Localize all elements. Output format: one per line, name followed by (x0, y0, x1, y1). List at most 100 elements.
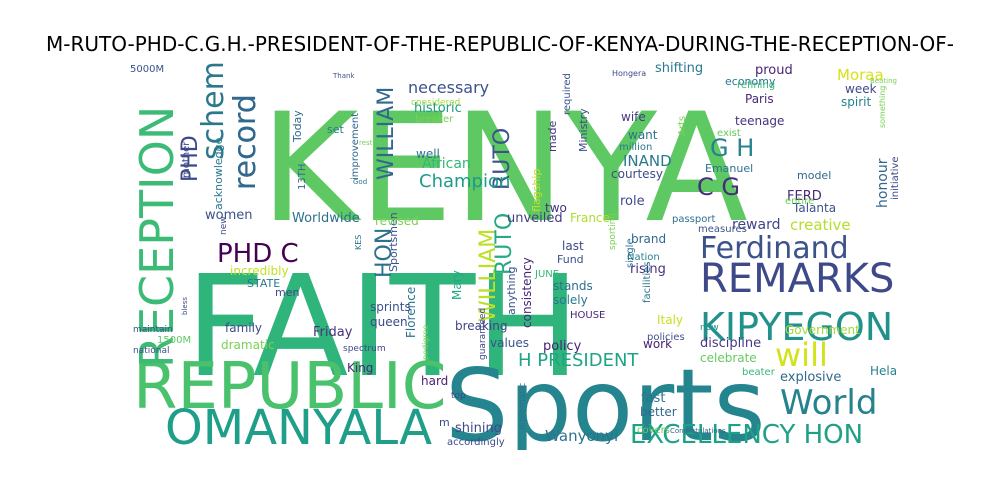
word-beater: beater (742, 367, 776, 378)
word-maintain: maintain (133, 325, 173, 335)
word-passport: passport (672, 214, 715, 225)
word-values: values (490, 336, 529, 350)
word-top: top (451, 391, 466, 401)
word-c-g: C G (697, 173, 740, 201)
word-phd: PHD (178, 135, 203, 182)
word-sprints: sprints (370, 300, 411, 314)
word-courtesy: courtesy (611, 167, 663, 181)
word-champion: Champion (419, 171, 510, 192)
word-diplomatic: diplomatic (518, 383, 528, 430)
word-5000m: 5000M (130, 64, 164, 75)
word-economy: economy (725, 75, 776, 88)
word-work: work (643, 337, 672, 351)
word-considered: considered (411, 98, 460, 108)
word-reception: RECEPTION (130, 106, 184, 368)
word-now: now (700, 323, 719, 333)
word-historic: historic (414, 101, 462, 116)
word-spectrum: spectrum (343, 344, 386, 354)
word-want: want (628, 128, 658, 142)
word-william: WILLIAM (476, 229, 501, 322)
word-policies: policies (647, 332, 685, 343)
word-flagship: flagship (530, 169, 543, 212)
word-better: better (640, 405, 677, 419)
word-exist: exist (717, 128, 741, 139)
word-faith: FAITH (185, 246, 581, 409)
word-worldwide: Worldwide (292, 211, 360, 226)
word-record: record (228, 94, 263, 190)
word-republic: REPUBLIC (133, 350, 446, 424)
word-mother: mother (181, 141, 192, 178)
word-creative: creative (790, 216, 851, 234)
word-role: role (620, 194, 645, 209)
word-reward: reward (732, 217, 781, 233)
word-today: Today (291, 110, 304, 143)
word-solely: solely (553, 293, 588, 307)
word-accordingly: accordingly (447, 437, 505, 448)
word-facilities: facilities (642, 261, 653, 303)
word-kipyegon: KIPYEGON (700, 305, 893, 349)
word-policy: policy (543, 339, 582, 354)
word-queen: queen (370, 315, 408, 329)
word-explosive: explosive (780, 370, 841, 385)
word-proud: proud (755, 63, 793, 78)
word-model: model (797, 169, 831, 182)
word-emanuel: Emanuel (705, 162, 753, 175)
word-thank: Thank (332, 72, 355, 80)
word-dramatic: dramatic (221, 338, 275, 352)
word-arts: Arts (677, 116, 688, 136)
word-beating: Beating (870, 77, 897, 85)
word-required: required (562, 73, 573, 115)
word-kes: KES (354, 235, 363, 250)
word-remarks: REMARKS (700, 256, 894, 302)
word-moraa: Moraa (837, 66, 884, 84)
word-unveiled: unveiled (507, 211, 563, 226)
word-hard: hard (421, 374, 448, 388)
word-william: WILLIAM (374, 87, 399, 180)
word-ministry: Ministry (577, 108, 590, 152)
word-hela: Hela (870, 364, 897, 378)
word-discipline: discipline (700, 336, 761, 351)
word-million: million (619, 142, 652, 153)
word-sporting: sporting (608, 213, 618, 250)
word-will: will (775, 336, 828, 374)
word-rest: rest (359, 139, 373, 147)
word-france: France (570, 211, 610, 225)
word-made: made (546, 121, 559, 152)
word-italy: Italy (657, 313, 683, 327)
word-entire: entire (785, 196, 814, 207)
word-anything: anything (505, 266, 518, 315)
word-stands: stands (553, 279, 593, 293)
word-inand: INAND (623, 152, 672, 170)
word-hongera: Hongera (612, 69, 646, 78)
word-fast: fast (641, 391, 665, 406)
word-h-president: H PRESIDENT (518, 350, 639, 371)
figure-title: M-RUTO-PHD-C.G.H.-PRESIDENT-OF-THE-REPUB… (45, 32, 955, 56)
word-ruto: RUTO (492, 213, 517, 275)
word-omanyala: OMANYALA (165, 400, 432, 450)
word-wanyonyi: Wanyonyi (545, 427, 618, 445)
word-revised: revised (375, 214, 419, 228)
word-celebrate: celebrate (700, 351, 757, 365)
word-shining: shining (455, 421, 502, 436)
word-refining: refining (737, 80, 775, 91)
word-house: HOUSE (570, 310, 605, 321)
word-women: women (205, 208, 253, 223)
word-talanta: Talanta (792, 201, 836, 215)
word-breaking: breaking (455, 319, 508, 333)
word-african: African (422, 156, 471, 172)
word-spirit: spirit (841, 95, 871, 109)
word-state: STATE (247, 277, 280, 290)
word-something: something (878, 86, 887, 128)
word-excellency-hon: EXCELLENCY HON (630, 420, 863, 450)
word-world: World (780, 383, 877, 423)
word-june: JUNE (534, 269, 559, 280)
word-men: men (275, 286, 299, 299)
word-covers: covers (637, 425, 670, 436)
word-fund: Fund (557, 253, 584, 266)
word-shifting: shifting (655, 61, 703, 76)
word-sportsmen: Sportsmen (387, 212, 400, 272)
word-honour: honour (875, 158, 891, 208)
word-measures: measures (698, 224, 747, 235)
word-congratulations: Congratulations (670, 427, 726, 435)
word-consistency: consistency (520, 257, 534, 328)
